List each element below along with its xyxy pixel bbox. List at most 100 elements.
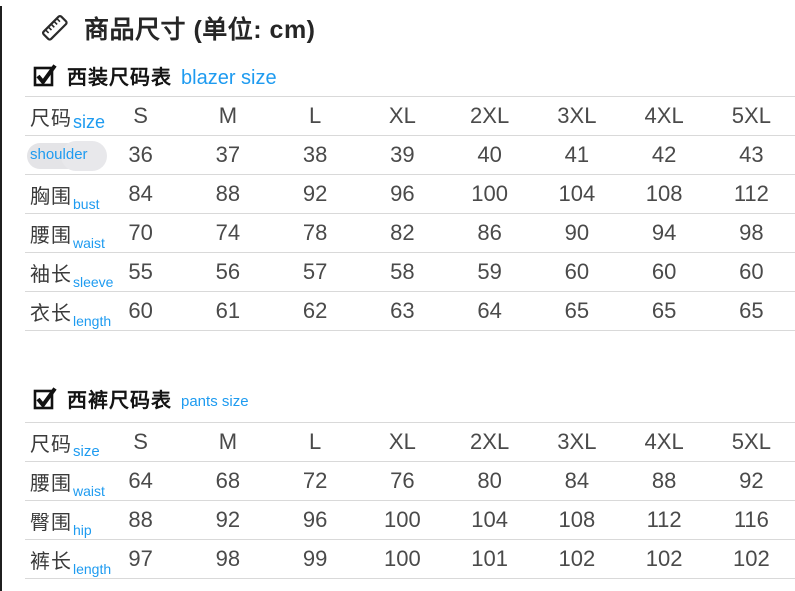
size-column-header: 4XL xyxy=(644,429,684,454)
table-row: 腰围waist 70 74 78 82 86 90 94 98 xyxy=(25,214,795,253)
size-value: 108 xyxy=(645,181,683,206)
row-label: 裤长length xyxy=(25,540,111,579)
blazer-section-title-cn: 西装尺码表 xyxy=(67,66,172,89)
size-value: 74 xyxy=(215,220,241,245)
size-column-header: M xyxy=(218,429,238,454)
row-label: shoulder xyxy=(25,136,107,175)
table-row: 裤长length 97 98 99 100 101 102 102 102 xyxy=(25,540,795,579)
erased-label-smudge xyxy=(61,141,107,171)
header-label-en: size xyxy=(73,442,100,460)
row-label-en: shoulder xyxy=(30,146,88,163)
size-value: 98 xyxy=(215,546,241,571)
size-value: 57 xyxy=(302,259,328,284)
checked-checkbox-icon xyxy=(33,386,57,409)
size-value: 84 xyxy=(128,181,153,206)
size-column-header: 4XL xyxy=(644,103,684,128)
size-value: 104 xyxy=(558,181,596,206)
size-value: 76 xyxy=(390,468,415,493)
pants-section-heading: 西裤尺码表 pants size xyxy=(33,383,795,413)
size-column-header: 2XL xyxy=(470,103,510,128)
size-value: 92 xyxy=(302,181,328,206)
size-value: 88 xyxy=(651,468,677,493)
size-value: 100 xyxy=(471,181,508,206)
row-label-cn: 胸围 xyxy=(30,185,72,208)
blazer-size-table: 尺码size S M L XL 2XL 3XL 4XL 5XL shoulder 36 37 38 39… xyxy=(25,96,795,331)
left-edge-line xyxy=(0,6,2,591)
table-row: shoulder 36 37 38 39 40 41 42 43 xyxy=(25,136,795,175)
size-value: 86 xyxy=(477,220,502,245)
size-value: 98 xyxy=(739,220,764,245)
row-label: 腰围waist xyxy=(25,214,105,253)
size-value: 63 xyxy=(390,298,415,323)
table-row: 腰围waist 64 68 72 76 80 84 88 92 xyxy=(25,462,795,501)
size-value: 41 xyxy=(564,142,590,167)
row-label-cn: 臀围 xyxy=(30,511,72,534)
size-value: 102 xyxy=(733,546,770,571)
page-header: 商品尺寸 (单位: cm) xyxy=(0,0,795,44)
pants-section-title-en: pants size xyxy=(181,392,249,410)
blazer-section-heading: 西装尺码表 blazer size xyxy=(33,60,795,90)
size-value: 65 xyxy=(564,298,590,323)
size-value: 62 xyxy=(302,298,328,323)
size-value: 72 xyxy=(302,468,328,493)
size-value: 55 xyxy=(128,259,153,284)
size-value: 94 xyxy=(651,220,677,245)
size-value: 78 xyxy=(302,220,328,245)
size-value: 112 xyxy=(733,181,769,206)
size-value: 61 xyxy=(215,298,241,323)
row-label-cn: 衣长 xyxy=(30,302,72,325)
size-value: 68 xyxy=(215,468,241,493)
size-value: 96 xyxy=(302,507,328,532)
size-value: 104 xyxy=(471,507,508,532)
size-value: 43 xyxy=(739,142,764,167)
size-value: 96 xyxy=(390,181,415,206)
size-value: 82 xyxy=(390,220,415,245)
size-value: 70 xyxy=(128,220,153,245)
size-value: 88 xyxy=(128,507,153,532)
size-column-header: S xyxy=(133,103,148,128)
size-value: 112 xyxy=(646,507,682,532)
size-value: 40 xyxy=(477,142,502,167)
blazer-section-title-en: blazer size xyxy=(181,66,277,89)
size-value: 90 xyxy=(564,220,590,245)
row-label-cn: 裤长 xyxy=(30,550,72,573)
size-column-header: 2XL xyxy=(470,429,510,454)
size-value: 116 xyxy=(733,507,769,532)
size-column-header: L xyxy=(309,429,322,454)
size-header-label: 尺码size xyxy=(25,97,105,136)
size-column-header: 3XL xyxy=(557,103,597,128)
size-value: 64 xyxy=(477,298,502,323)
size-column-header: 5XL xyxy=(731,103,771,128)
row-label-en: length xyxy=(73,312,112,329)
blazer-size-section: 西装尺码表 blazer size 尺码size S M L XL 2XL 3XL 4XL 5X… xyxy=(0,60,795,331)
row-label-en: hip xyxy=(73,521,92,538)
size-value: 92 xyxy=(215,507,241,532)
size-value: 56 xyxy=(215,259,241,284)
size-column-header: S xyxy=(133,429,148,454)
size-value: 92 xyxy=(739,468,764,493)
pants-size-table: 尺码size S M L XL 2XL 3XL 4XL 5XL 腰围waist 64 68 72 76 8… xyxy=(25,422,795,579)
size-column-header: XL xyxy=(388,103,416,128)
row-label-en: waist xyxy=(73,234,105,251)
row-label-en: length xyxy=(73,560,112,577)
size-value: 108 xyxy=(558,507,596,532)
size-value: 97 xyxy=(128,546,153,571)
size-value: 102 xyxy=(558,546,596,571)
size-value: 80 xyxy=(477,468,502,493)
header-label-cn: 尺码 xyxy=(30,433,72,456)
table-row: 衣长length 60 61 62 63 64 65 65 65 xyxy=(25,292,795,331)
size-value: 39 xyxy=(390,142,415,167)
size-value: 59 xyxy=(477,259,502,284)
row-label-cn: 袖长 xyxy=(30,263,72,286)
size-column-header: L xyxy=(309,103,322,128)
size-value: 60 xyxy=(651,259,677,284)
size-column-header: 5XL xyxy=(731,429,771,454)
table-row: 臀围hip 88 92 96 100 104 108 112 116 xyxy=(25,501,795,540)
table-row: 袖长sleeve 55 56 57 58 59 60 60 60 xyxy=(25,253,795,292)
size-column-header: 3XL xyxy=(557,429,597,454)
size-value: 36 xyxy=(128,142,153,167)
header-label-cn: 尺码 xyxy=(30,107,72,130)
size-value: 42 xyxy=(651,142,677,167)
pants-table-header-row: 尺码size S M L XL 2XL 3XL 4XL 5XL xyxy=(25,422,795,462)
blazer-table-header-row: 尺码size S M L XL 2XL 3XL 4XL 5XL xyxy=(25,96,795,136)
